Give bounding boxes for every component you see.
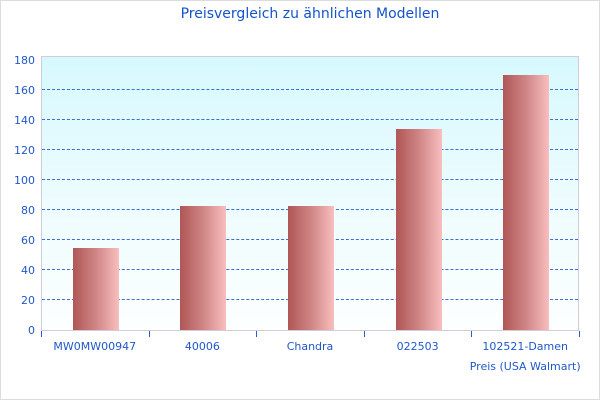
y-axis-tick-label-160: 160 (14, 84, 35, 97)
gridline-160 (42, 89, 578, 90)
x-axis-tick (579, 331, 580, 337)
bar-102521-Damen (503, 75, 550, 330)
x-axis-category-label-line: 102521-Damen (482, 340, 568, 353)
bar-MW0MW00947 (72, 247, 119, 330)
gridline-100 (42, 179, 578, 180)
x-axis-tick (41, 331, 42, 337)
y-axis-tick-label-40: 40 (21, 264, 35, 277)
x-axis-tick (471, 331, 473, 337)
plot-area (41, 56, 579, 331)
x-axis-tick (256, 331, 258, 337)
y-axis-tick-label-60: 60 (21, 234, 35, 247)
x-axis-category-label-line: MW0MW00947 (53, 340, 137, 353)
gridline-120 (42, 149, 578, 150)
bar-022503 (395, 129, 442, 330)
x-axis-category-label: MW0MW00947 (25, 337, 165, 357)
x-axis-category-label: Chandra (240, 337, 380, 357)
bar-Chandra (288, 205, 334, 330)
y-axis-tick-label-120: 120 (14, 144, 35, 157)
bar-40006 (180, 205, 227, 330)
y-axis-tick-label-140: 140 (14, 114, 35, 127)
x-axis-tick (363, 331, 365, 337)
chart-title: Preisvergleich zu ähnlichen Modellen (180, 6, 440, 22)
x-axis-category-label: 40006 (132, 337, 272, 357)
x-axis-category-label-line: 022503 (396, 340, 439, 353)
x-axis-category-label-line: Chandra (286, 340, 334, 353)
x-axis-category-label-line: Preis (USA Walmart) (469, 360, 581, 373)
y-axis-tick-label-0: 0 (28, 324, 35, 337)
x-axis-category-label: 022503 (348, 337, 488, 357)
y-axis-tick-label-80: 80 (21, 204, 35, 217)
x-axis-category-label-line: 40006 (184, 340, 220, 353)
y-axis-tick-label-20: 20 (21, 294, 35, 307)
y-axis-tick-label-180: 180 (14, 54, 35, 67)
y-axis-tick-label-100: 100 (14, 174, 35, 187)
x-axis-category-label: 102521-Damen Preis (USA Walmart) (455, 337, 595, 377)
x-axis-tick (148, 331, 150, 337)
gridline-140 (42, 119, 578, 120)
